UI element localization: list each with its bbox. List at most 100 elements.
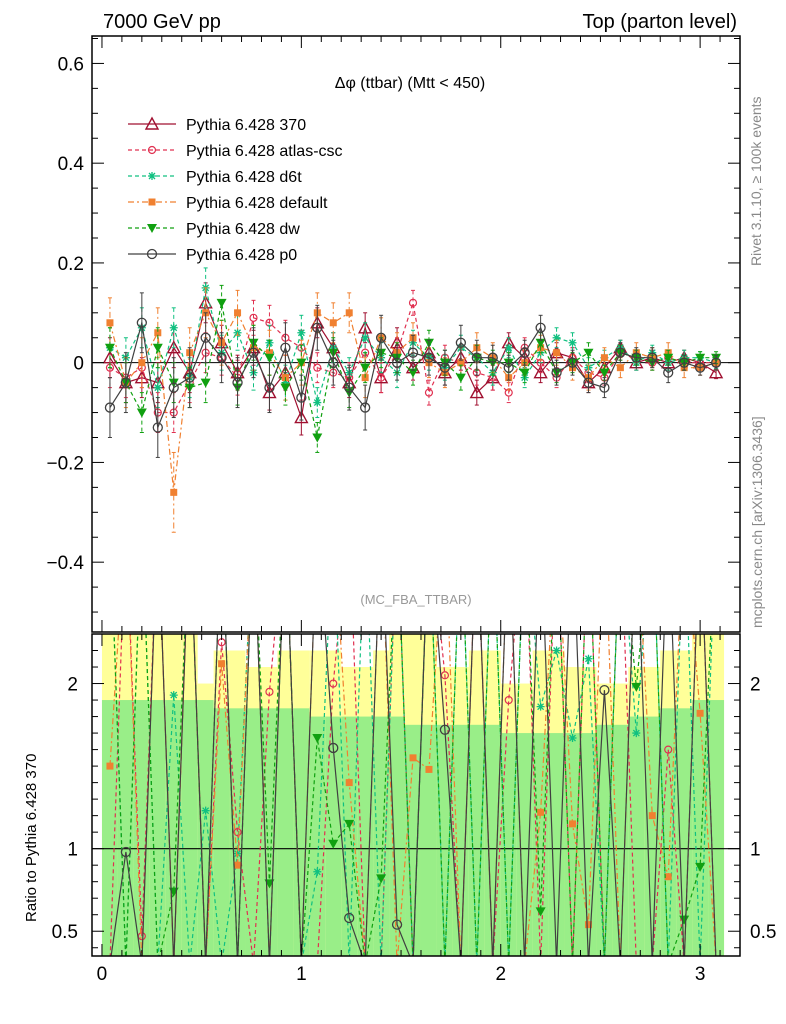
header-right: Top (parton level) bbox=[582, 11, 737, 33]
y-tick-label: −0.2 bbox=[46, 453, 84, 474]
legend-label: Pythia 6.428 d6t bbox=[186, 169, 302, 186]
ratio-point bbox=[328, 742, 339, 754]
data-point bbox=[471, 352, 482, 363]
ratio-y-tick-label: 2 bbox=[67, 675, 78, 696]
data-point bbox=[312, 322, 323, 333]
y-tick-label: 0 bbox=[73, 354, 84, 375]
data-point bbox=[615, 347, 626, 358]
data-point bbox=[168, 382, 179, 393]
data-point bbox=[663, 367, 674, 378]
ratio-y-tick-label-right: 0.5 bbox=[750, 922, 776, 943]
data-point bbox=[281, 378, 290, 387]
data-point bbox=[583, 377, 594, 388]
data-point bbox=[439, 362, 451, 373]
ratio-y-tick-label: 0.5 bbox=[52, 922, 78, 943]
ratio-y-tick-label-right: 1 bbox=[750, 840, 761, 861]
legend-marker bbox=[148, 172, 156, 180]
legend-label: Pythia 6.428 default bbox=[186, 195, 328, 212]
ratio-series bbox=[106, 634, 717, 956]
ratio-band-green bbox=[389, 716, 406, 956]
data-point bbox=[408, 298, 418, 307]
data-point bbox=[280, 383, 291, 393]
legend-entry-0: Pythia 6.428 370 bbox=[128, 116, 306, 134]
ratio-point bbox=[584, 921, 592, 929]
ratio-point bbox=[313, 867, 322, 876]
ratio-band-green bbox=[468, 724, 485, 956]
y-tick-label: 0.2 bbox=[58, 254, 84, 275]
ratio-band-green bbox=[181, 700, 198, 956]
data-point bbox=[631, 352, 642, 363]
ratio-panel: 0.5 0.5 1 1 2 2 0 1 2 3 Ratio to Pythia 6.428 370 bbox=[23, 633, 776, 985]
legend: Pythia 6.428 370 Pythia 6.428 atlas-csc Py… bbox=[128, 116, 343, 264]
ratio-point bbox=[120, 846, 132, 858]
ratio-band-green bbox=[309, 716, 326, 956]
data-point bbox=[265, 349, 273, 357]
ratio-point bbox=[664, 745, 673, 754]
ratio-point bbox=[695, 862, 706, 872]
ratio-point bbox=[345, 779, 353, 787]
ratio-band-green bbox=[548, 733, 565, 956]
ratio-band-green bbox=[660, 708, 677, 956]
main-frame bbox=[91, 35, 741, 633]
ratio-band-green bbox=[229, 708, 246, 956]
main-title: Δφ (ttbar) (Mtt < 450) bbox=[335, 75, 485, 92]
data-point bbox=[312, 433, 323, 443]
ratio-point bbox=[537, 808, 545, 816]
data-point bbox=[423, 352, 435, 363]
ratio-band-green bbox=[484, 724, 501, 956]
ratio-point bbox=[552, 646, 561, 655]
data-point bbox=[710, 357, 722, 368]
ratio-band-green bbox=[373, 716, 390, 956]
data-point bbox=[344, 382, 355, 393]
ratio-point bbox=[439, 724, 451, 735]
data-point bbox=[264, 382, 275, 393]
legend-marker bbox=[144, 116, 160, 130]
ratio-point bbox=[344, 819, 355, 829]
data-point bbox=[599, 368, 610, 378]
ratio-point bbox=[648, 812, 656, 820]
ratio-band-green bbox=[644, 716, 661, 956]
ratio-band-green bbox=[357, 716, 374, 956]
data-point bbox=[551, 367, 562, 378]
data-point bbox=[216, 298, 227, 308]
ratio-point bbox=[584, 654, 593, 663]
main-ticks: −0.4 −0.2 0 0.2 0.4 0.6 bbox=[46, 36, 740, 632]
ratio-band-green bbox=[293, 708, 310, 956]
ratio-line bbox=[109, 634, 717, 956]
main-series bbox=[102, 267, 724, 533]
data-point bbox=[407, 347, 419, 358]
y-tick-label: −0.4 bbox=[46, 553, 84, 574]
ratio-band-green bbox=[564, 733, 581, 956]
ratio-point bbox=[425, 765, 433, 773]
data-point bbox=[106, 319, 114, 327]
data-point bbox=[519, 347, 530, 358]
ratio-point bbox=[679, 915, 690, 925]
data-point bbox=[408, 368, 419, 378]
legend-entry-5: Pythia 6.428 p0 bbox=[128, 247, 297, 264]
data-point bbox=[104, 402, 116, 413]
data-point bbox=[297, 328, 306, 337]
data-point bbox=[552, 333, 561, 342]
data-point bbox=[567, 357, 578, 368]
data-point bbox=[663, 353, 674, 363]
data-point bbox=[200, 332, 211, 343]
ratio-point bbox=[536, 702, 545, 711]
ratio-band-green bbox=[405, 724, 421, 956]
data-point bbox=[599, 382, 610, 393]
ratio-line bbox=[110, 634, 717, 956]
data-point bbox=[583, 348, 594, 358]
ratio-series-4 bbox=[110, 634, 717, 956]
data-point bbox=[455, 337, 467, 348]
data-point bbox=[695, 353, 706, 363]
ratio-band-green bbox=[612, 724, 629, 956]
ratio-ylabel: Ratio to Pythia 6.428 370 bbox=[23, 754, 40, 922]
ratio-point bbox=[201, 806, 210, 815]
series-5 bbox=[104, 292, 722, 458]
ratio-band-green bbox=[436, 724, 453, 956]
ratio-point bbox=[233, 828, 242, 837]
legend-label: Pythia 6.428 dw bbox=[186, 221, 300, 238]
ratio-band-green bbox=[532, 733, 549, 956]
ratio-point bbox=[568, 734, 577, 743]
data-point bbox=[487, 352, 498, 363]
ratio-band-green bbox=[516, 733, 533, 956]
